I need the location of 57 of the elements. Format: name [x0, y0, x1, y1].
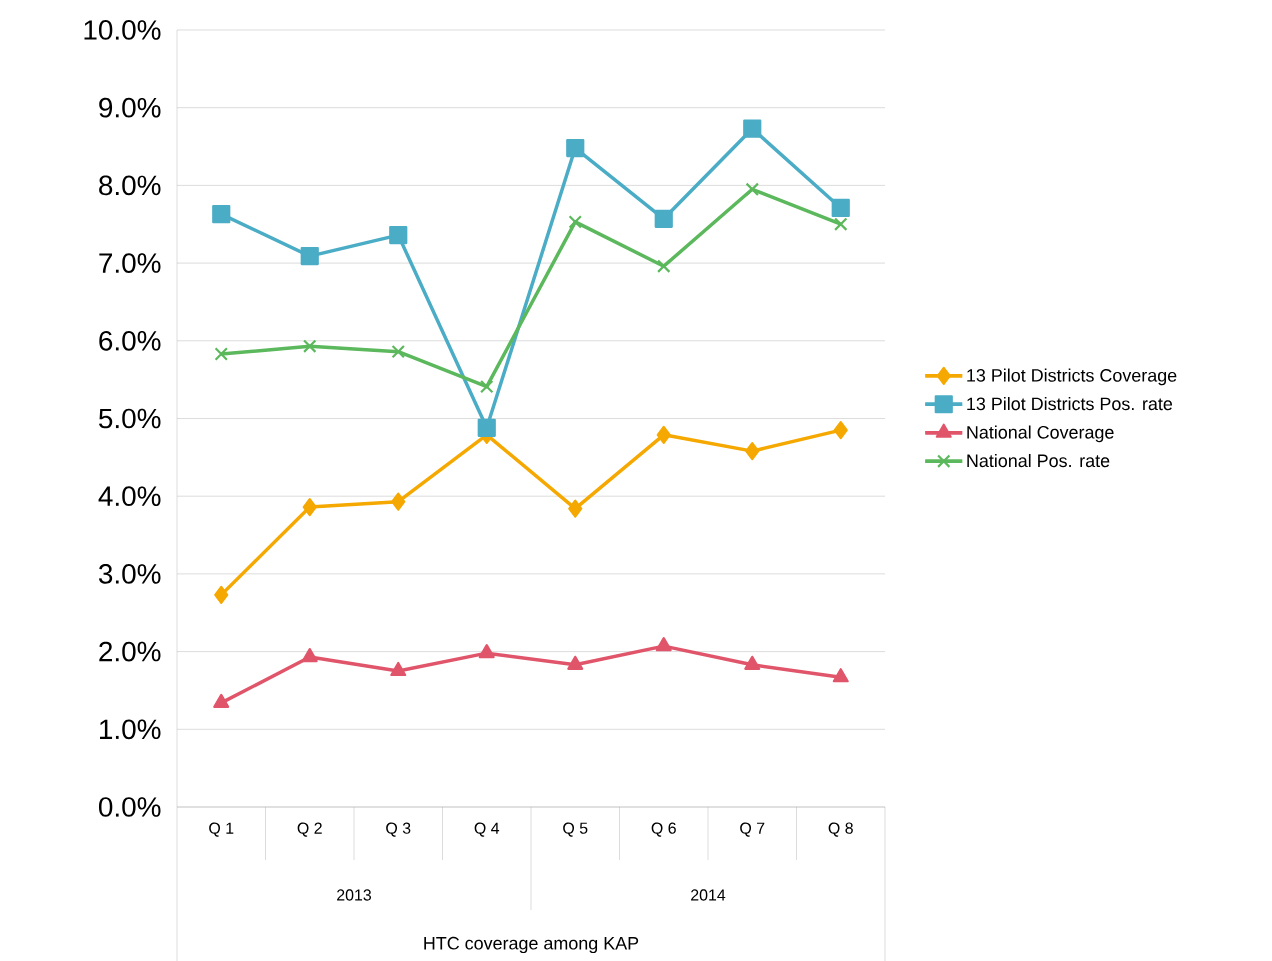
x-tick-label: Q 6: [651, 822, 676, 837]
y-tick-label: 2.0%: [99, 641, 161, 662]
y-tick-label: 8.0%: [99, 175, 161, 196]
x-tick-label: Q 3: [386, 822, 411, 837]
x-tick-label: Q 4: [474, 822, 500, 837]
y-tick-label: 0.0%: [98, 797, 161, 817]
text: 2014: [691, 889, 726, 901]
point: [568, 215, 583, 229]
x-tick-label: Q 1: [209, 822, 234, 837]
point: [302, 339, 317, 353]
point: [302, 497, 317, 517]
point: [390, 661, 407, 677]
point: [833, 421, 848, 440]
y-tick-label: 3.0%: [98, 564, 161, 584]
point: [743, 119, 762, 138]
point: [745, 442, 760, 461]
point: [214, 585, 229, 604]
point: [744, 655, 761, 670]
x-tick-label: Q 2: [297, 822, 322, 837]
y-tick-label: 6.0%: [99, 330, 161, 351]
point: [567, 655, 584, 670]
point: [300, 247, 319, 266]
point: [389, 226, 408, 245]
point: [656, 425, 671, 444]
y-tick-label: 1.0%: [100, 719, 161, 740]
point: [477, 418, 496, 437]
point: [391, 492, 406, 511]
legend-label: 13 Pilot Districts Pos. rate: [967, 397, 1173, 411]
point: [566, 139, 585, 158]
point: [832, 668, 849, 683]
point: [654, 209, 673, 228]
x-tick-label: Q 8: [828, 822, 853, 837]
point: [478, 644, 495, 659]
point: [212, 205, 231, 224]
legend-label: 13 Pilot Districts Coverage: [967, 368, 1177, 386]
point: [655, 637, 672, 652]
point: [391, 344, 406, 359]
text: HTC coverage among KAP: [424, 936, 639, 954]
y-tick-label: 7.0%: [99, 253, 161, 273]
y-tick-label: 10.0%: [84, 20, 161, 40]
point: [833, 217, 848, 231]
point: [479, 379, 494, 394]
y-tick-label: 5.0%: [99, 408, 161, 429]
point: [656, 259, 671, 273]
point: [831, 198, 850, 218]
point: [745, 182, 760, 197]
y-tick-label: 9.0%: [99, 97, 161, 118]
y-tick-label: 4.0%: [98, 486, 161, 507]
x-tick-label: Q 7: [740, 822, 765, 837]
legend-label: National Pos. rate: [967, 453, 1110, 468]
point: [214, 347, 229, 361]
point: [213, 693, 230, 708]
point: [301, 647, 318, 663]
legend-label: National Coverage: [967, 425, 1114, 443]
text: 2013: [337, 889, 372, 901]
point: [568, 499, 583, 518]
x-tick-label: Q 5: [563, 822, 588, 837]
